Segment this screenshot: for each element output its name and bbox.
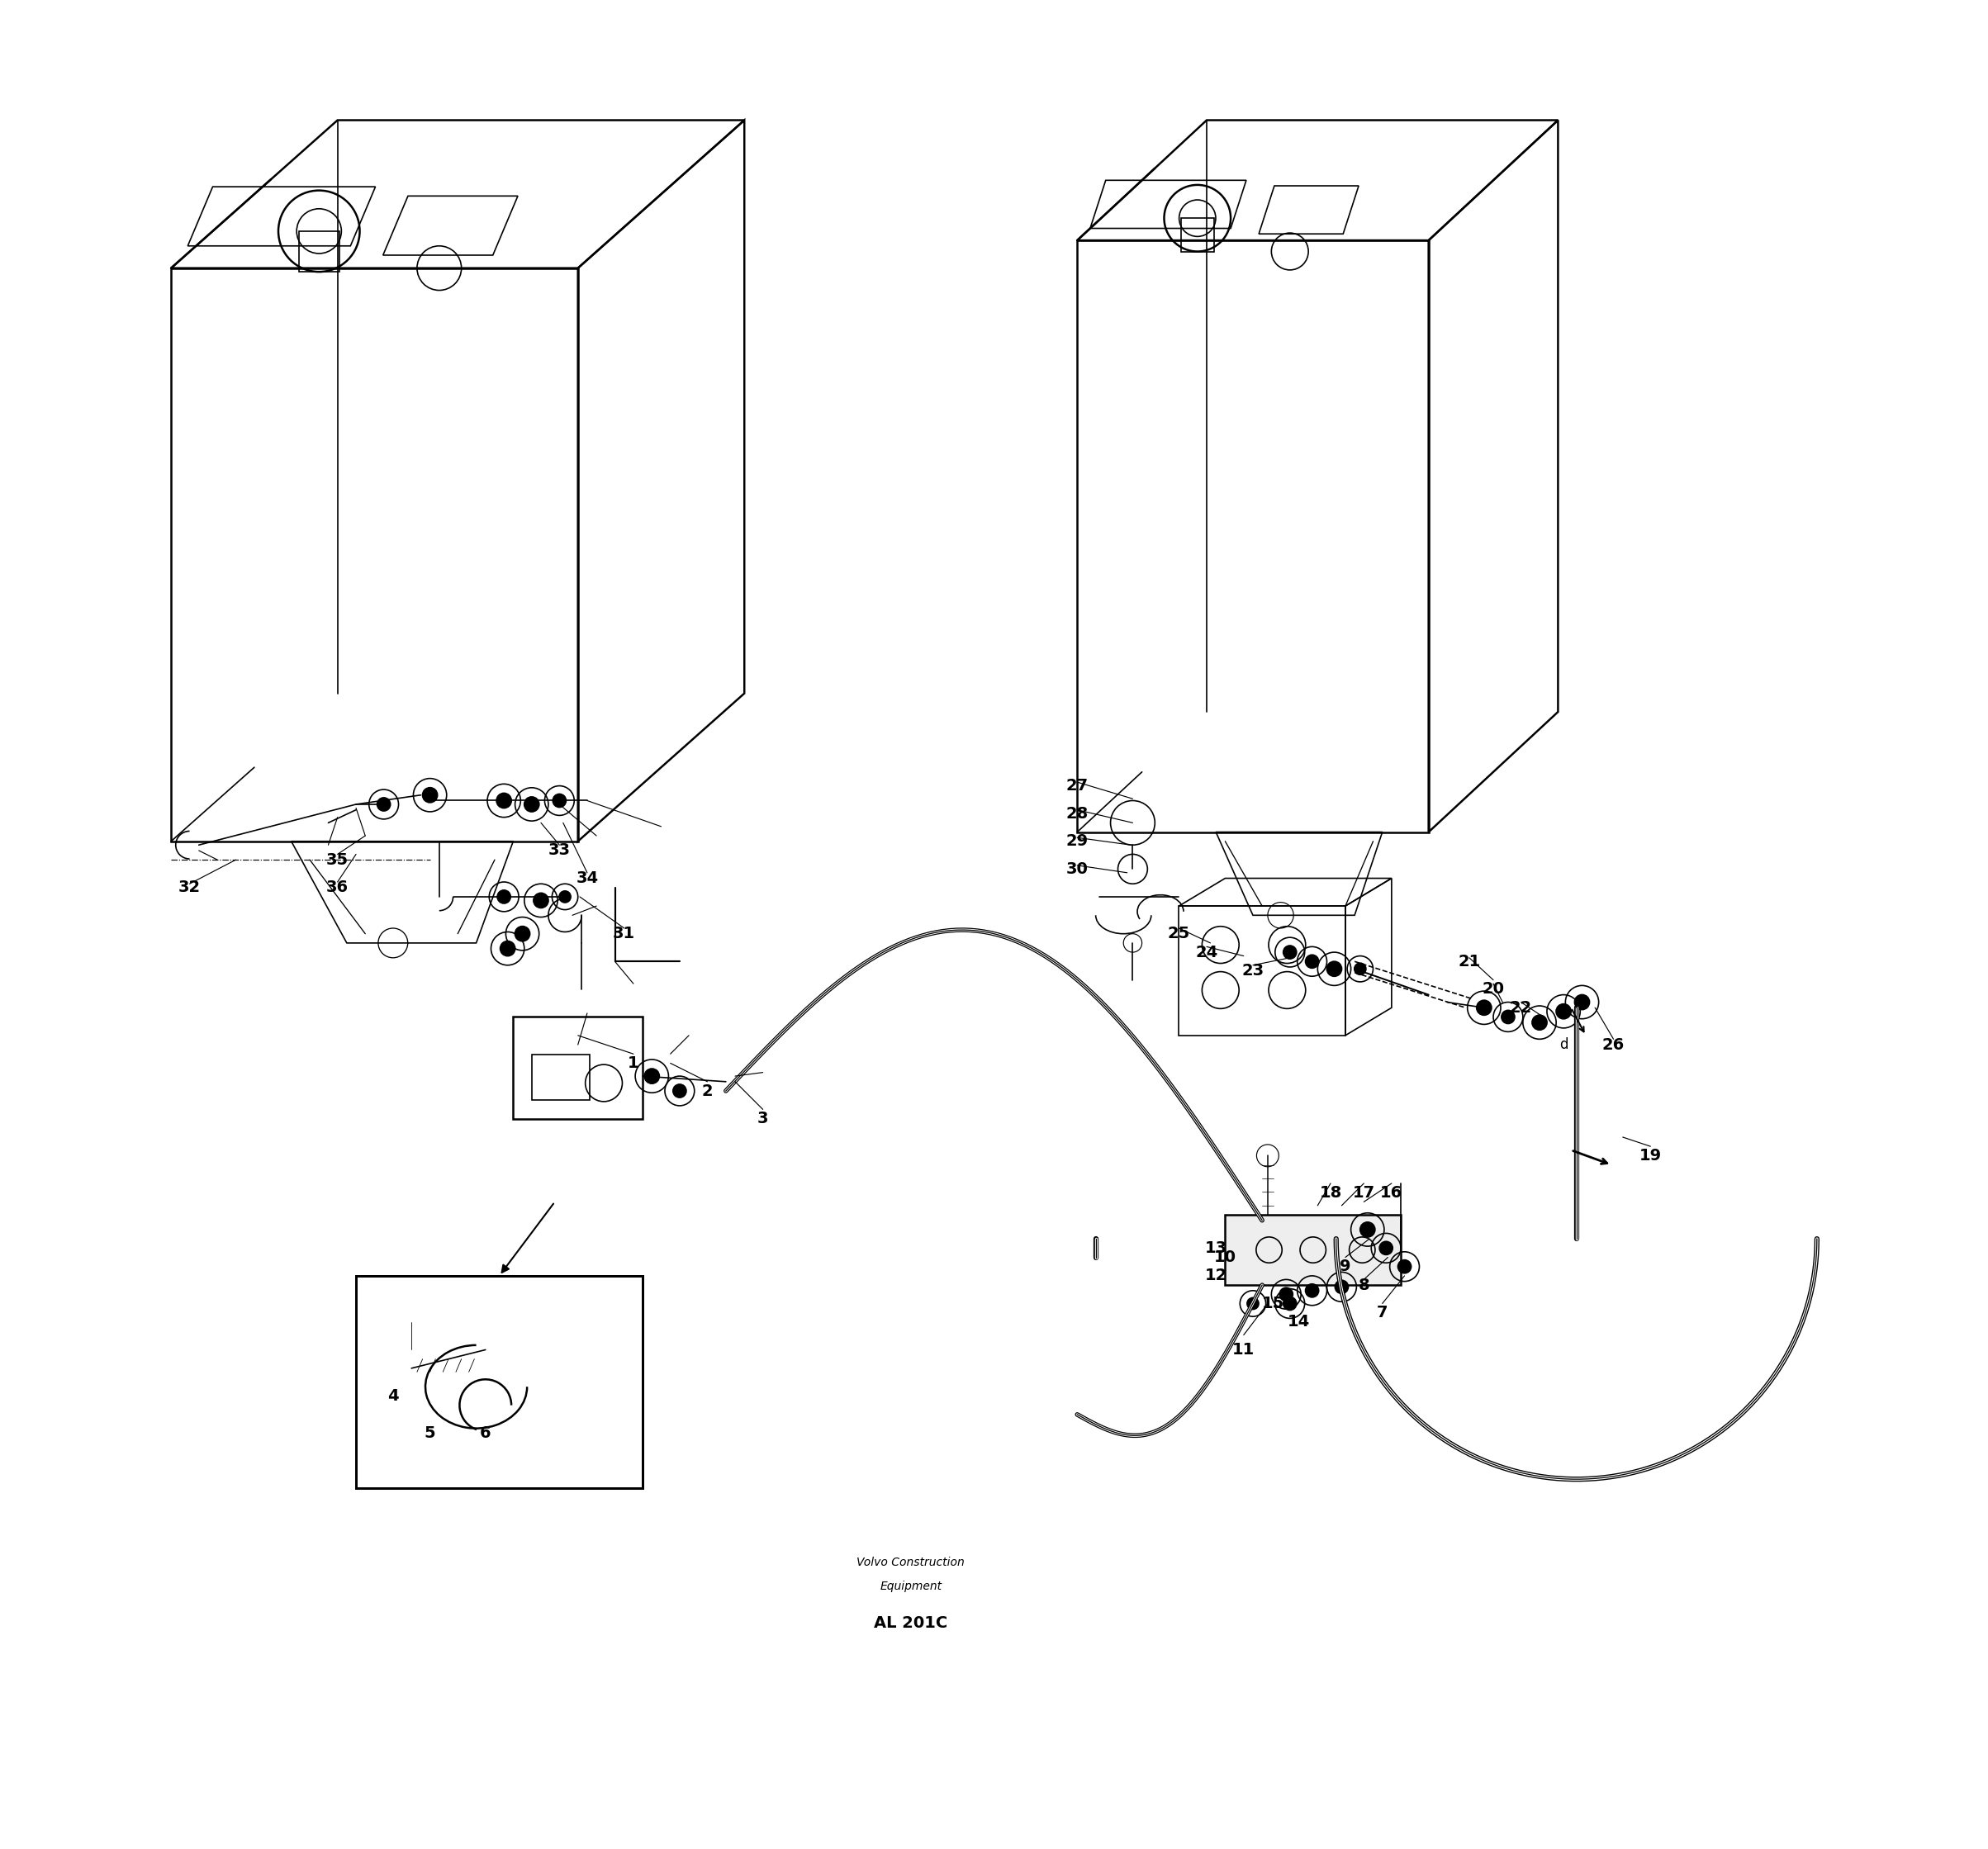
Circle shape: [497, 889, 511, 904]
Text: 7: 7: [1378, 1305, 1388, 1320]
Circle shape: [525, 797, 539, 812]
Bar: [1225, 1215, 1402, 1285]
Text: 36: 36: [326, 880, 348, 895]
Circle shape: [1282, 1296, 1296, 1311]
Bar: [1181, 218, 1215, 251]
Text: d: d: [1559, 1037, 1569, 1052]
Circle shape: [1477, 1000, 1491, 1015]
Text: AL 201C: AL 201C: [875, 1616, 948, 1631]
Circle shape: [501, 941, 515, 956]
Text: 28: 28: [1066, 806, 1089, 821]
Circle shape: [1574, 995, 1590, 1010]
Text: 10: 10: [1215, 1250, 1237, 1265]
Circle shape: [423, 788, 437, 802]
Text: 21: 21: [1457, 954, 1481, 969]
Text: 26: 26: [1602, 1037, 1624, 1052]
Circle shape: [1336, 1280, 1348, 1294]
Text: 35: 35: [326, 852, 348, 867]
Circle shape: [378, 797, 390, 812]
Text: 5: 5: [423, 1426, 435, 1440]
Text: Equipment: Equipment: [881, 1581, 942, 1592]
Text: 13: 13: [1205, 1241, 1227, 1255]
Circle shape: [1360, 1222, 1376, 1237]
Circle shape: [559, 891, 571, 902]
Circle shape: [1280, 1287, 1292, 1302]
Circle shape: [1557, 1004, 1571, 1019]
Circle shape: [515, 926, 531, 941]
Text: 9: 9: [1340, 1259, 1352, 1274]
Text: 1: 1: [628, 1056, 638, 1071]
Text: 22: 22: [1509, 1000, 1533, 1015]
Text: 25: 25: [1167, 926, 1191, 941]
Text: 14: 14: [1288, 1315, 1310, 1329]
Text: 12: 12: [1205, 1268, 1227, 1283]
Circle shape: [1398, 1259, 1411, 1274]
Text: 30: 30: [1066, 862, 1087, 876]
Circle shape: [644, 1069, 660, 1084]
Text: 33: 33: [549, 843, 571, 858]
Bar: [356, 1276, 642, 1488]
Text: 17: 17: [1352, 1185, 1376, 1200]
Text: 2: 2: [702, 1084, 714, 1098]
Text: Volvo Construction: Volvo Construction: [857, 1557, 964, 1568]
Text: 23: 23: [1242, 963, 1264, 978]
Text: 20: 20: [1483, 982, 1505, 997]
Text: 8: 8: [1358, 1278, 1370, 1292]
Text: 19: 19: [1640, 1148, 1662, 1163]
Text: 32: 32: [179, 880, 201, 895]
Text: 15: 15: [1262, 1296, 1284, 1311]
Bar: [531, 1054, 590, 1100]
Text: 31: 31: [612, 926, 636, 941]
Text: 24: 24: [1195, 945, 1219, 960]
Text: 4: 4: [388, 1389, 400, 1403]
Circle shape: [674, 1084, 686, 1098]
Bar: [298, 231, 340, 272]
Circle shape: [1282, 945, 1296, 960]
Circle shape: [1501, 1010, 1515, 1024]
Circle shape: [1306, 1283, 1318, 1298]
Text: 34: 34: [577, 871, 598, 886]
Circle shape: [533, 893, 549, 908]
Circle shape: [1326, 961, 1342, 976]
Circle shape: [497, 793, 511, 808]
Circle shape: [1306, 954, 1318, 969]
Circle shape: [1380, 1241, 1394, 1255]
Text: 3: 3: [757, 1111, 769, 1126]
Text: 18: 18: [1320, 1185, 1342, 1200]
Bar: [513, 1017, 642, 1119]
Text: 16: 16: [1380, 1185, 1404, 1200]
Text: 6: 6: [479, 1426, 491, 1440]
Circle shape: [553, 793, 567, 808]
Circle shape: [1533, 1015, 1547, 1030]
Text: 27: 27: [1066, 778, 1087, 793]
Circle shape: [1246, 1298, 1258, 1309]
Circle shape: [1354, 963, 1366, 974]
Text: 11: 11: [1233, 1342, 1254, 1357]
Text: 29: 29: [1066, 834, 1087, 849]
